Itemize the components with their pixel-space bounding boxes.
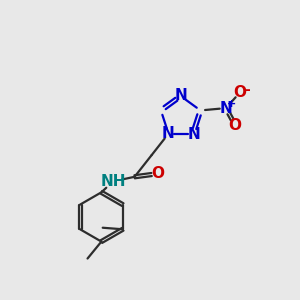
Text: NH: NH — [100, 174, 126, 189]
Text: +: + — [226, 99, 236, 109]
Text: O: O — [151, 166, 164, 181]
Text: N: N — [174, 88, 187, 103]
Text: N: N — [161, 126, 174, 141]
Text: O: O — [229, 118, 242, 133]
Text: N: N — [187, 127, 200, 142]
Text: N: N — [220, 100, 232, 116]
Text: O: O — [233, 85, 246, 100]
Text: -: - — [244, 82, 250, 97]
